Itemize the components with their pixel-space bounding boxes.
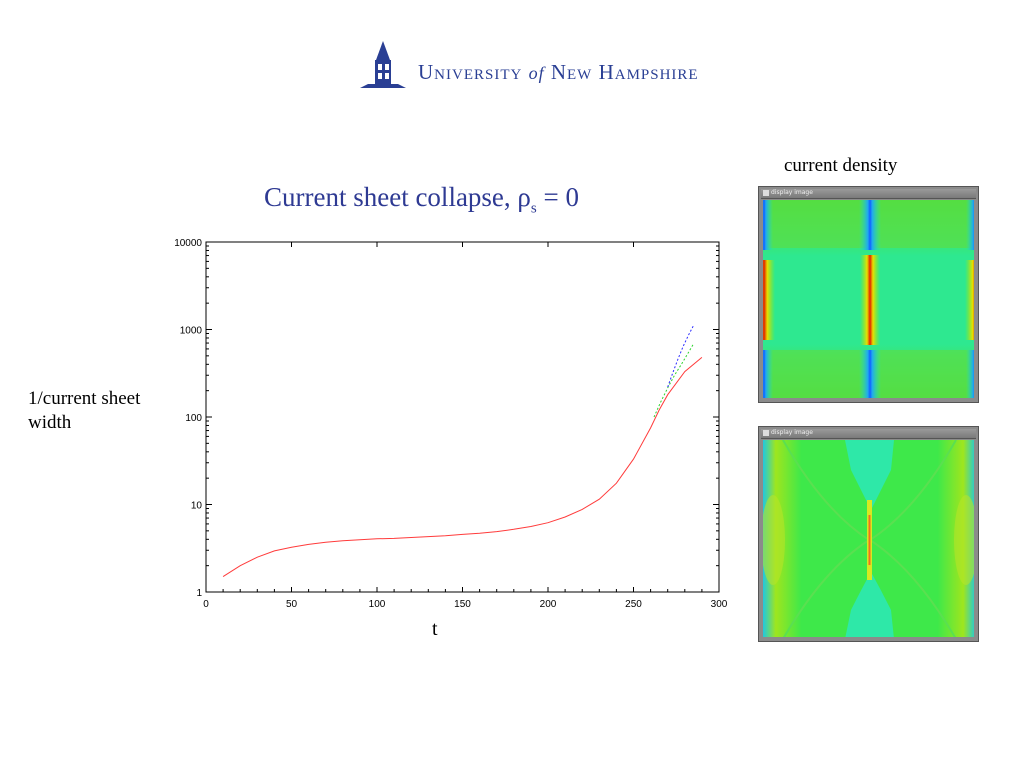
logo-text-university: University [418, 60, 523, 84]
y-tick-label: 100 [185, 413, 202, 424]
panel-caption: current density [784, 155, 898, 176]
title-end: = 0 [536, 182, 579, 212]
logo-wordmark: University of New Hampshire [418, 60, 699, 85]
current-density-image-1 [763, 200, 974, 398]
y-tick-label: 10 [191, 501, 203, 512]
x-tick-label: 50 [286, 599, 298, 610]
series-red-line [222, 357, 703, 578]
x-tick-label: 0 [203, 599, 209, 610]
x-tick-label: 250 [625, 599, 642, 610]
window-titlebar[interactable]: display image [761, 429, 976, 439]
y-tick-label: 1000 [180, 326, 203, 337]
axes: 0 50 100 150 200 250 300 1 10 100 1000 10000 [174, 238, 728, 610]
logo-text-new-hampshire: New Hampshire [550, 60, 699, 84]
x-tick-label: 200 [540, 599, 557, 610]
y-tick-label: 10000 [174, 238, 202, 249]
series-group [222, 325, 703, 578]
title-main: Current sheet collapse, ρ [264, 182, 531, 212]
x-tick-label: 150 [454, 599, 471, 610]
x-axis-label: t [432, 618, 438, 640]
logo-text-of: of [528, 63, 545, 83]
plot-frame [205, 241, 720, 593]
series-blue-line [667, 325, 694, 388]
x-tick-label: 300 [711, 599, 728, 610]
series-green-line [653, 343, 694, 418]
window-menu-icon[interactable] [763, 430, 769, 436]
window-title: display image [771, 429, 813, 436]
window-menu-icon[interactable] [763, 190, 769, 196]
current-density-window-2: display image [758, 426, 979, 642]
y-axis-label: 1/current sheet width [28, 388, 141, 433]
line-chart: 0 50 100 150 200 250 300 1 10 100 1000 10000 [174, 238, 728, 610]
current-density-image-2 [763, 440, 974, 637]
y-tick-label: 1 [196, 588, 202, 599]
window-title: display image [771, 189, 813, 196]
x-tick-label: 100 [369, 599, 386, 610]
current-density-window-1: display image [758, 186, 979, 403]
title-subscript: s [530, 200, 537, 217]
window-titlebar[interactable]: display image [761, 189, 976, 199]
bell-tower-icon [360, 41, 406, 88]
slide-title: Current sheet collapse, ρs = 0 [264, 182, 579, 217]
unh-logo [358, 40, 748, 92]
